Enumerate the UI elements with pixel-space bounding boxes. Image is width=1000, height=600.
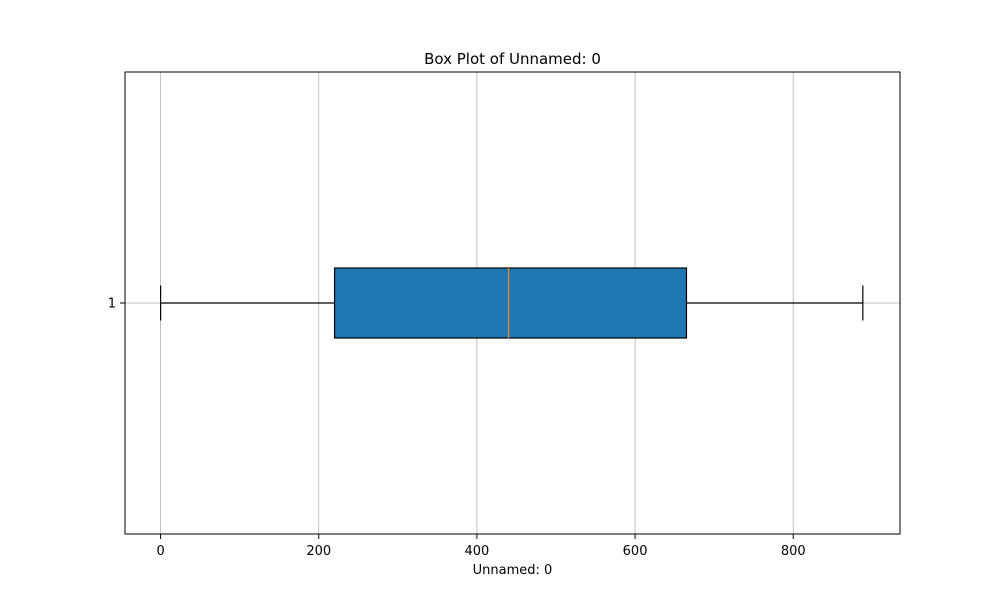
x-tick-label: 200 xyxy=(306,544,331,559)
iqr-box xyxy=(333,267,688,339)
x-tick-label: 0 xyxy=(156,544,164,559)
chart-title: Box Plot of Unnamed: 0 xyxy=(424,50,601,68)
x-tick-label: 600 xyxy=(623,544,648,559)
y-axis-ticks: 1 xyxy=(108,297,125,312)
x-tick-label: 400 xyxy=(464,544,489,559)
box-layer xyxy=(159,267,864,339)
x-axis-label: Unnamed: 0 xyxy=(473,563,553,578)
x-axis-ticks: 0 200 400 600 800 xyxy=(156,534,806,559)
x-tick-label: 800 xyxy=(781,544,806,559)
y-tick-label: 1 xyxy=(108,297,116,312)
